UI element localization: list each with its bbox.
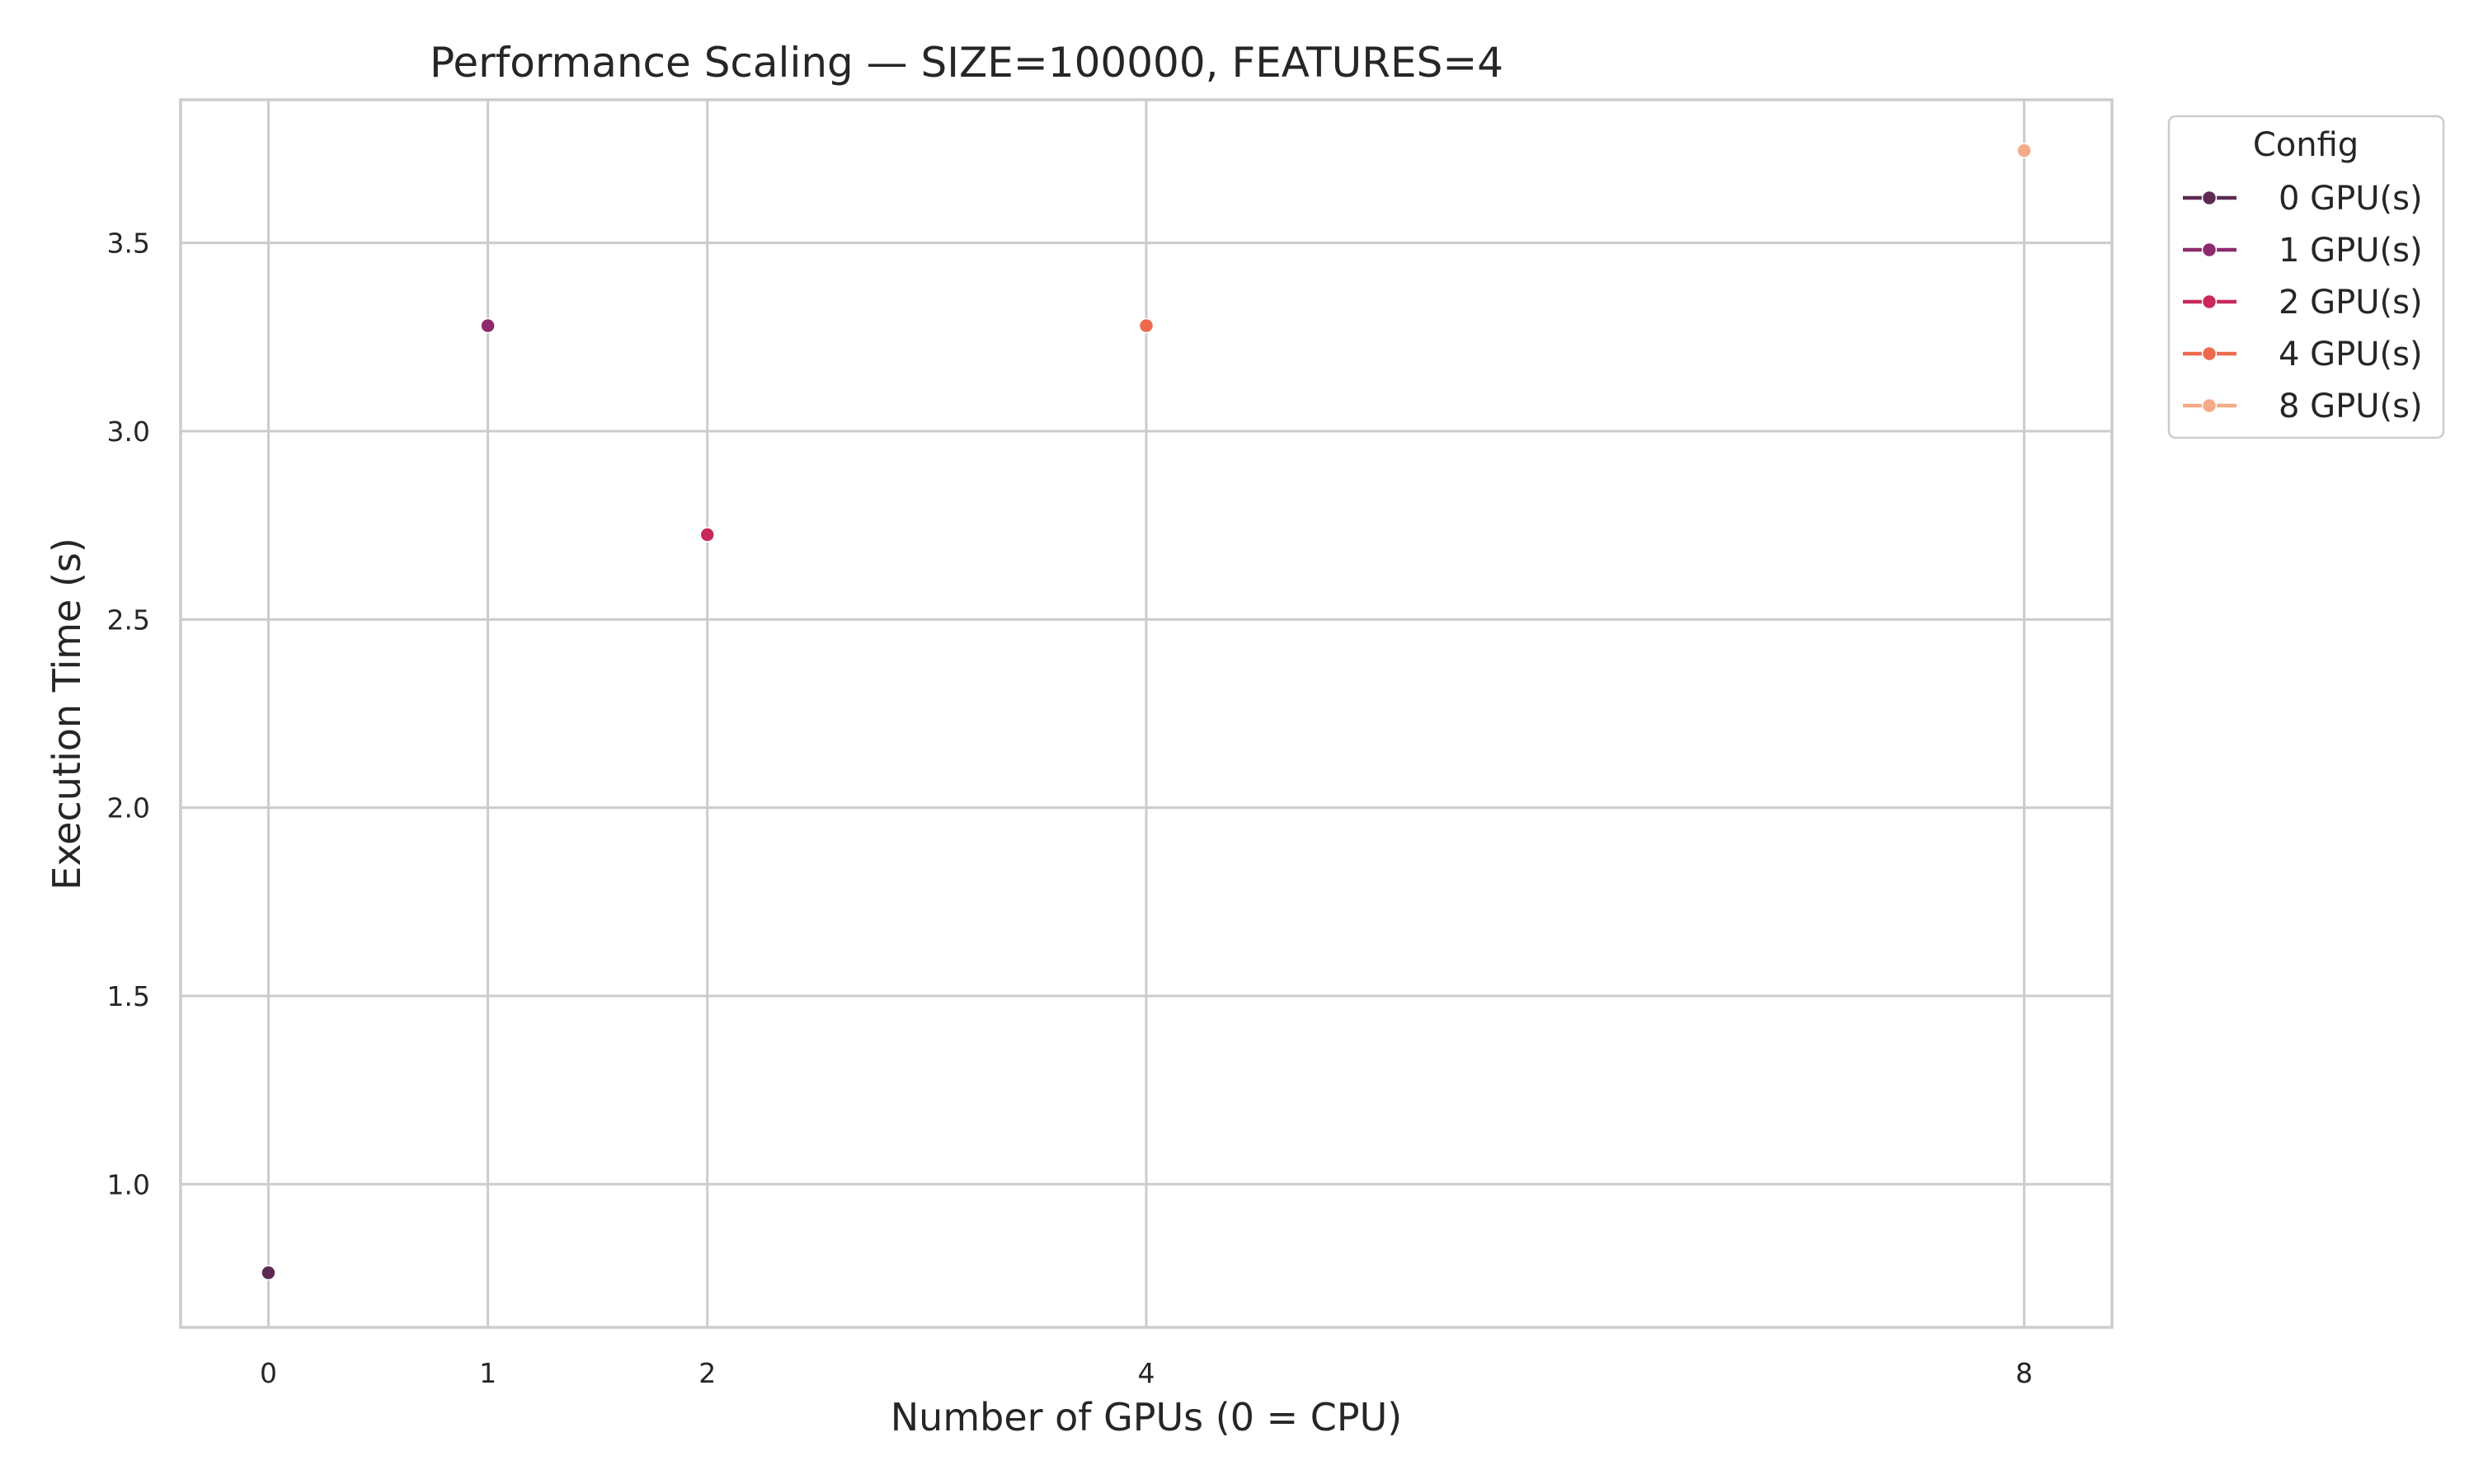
data-point (699, 527, 715, 542)
x-tick-label: 4 (1138, 1357, 1155, 1389)
y-axis-ticks: 1.0 1.5 2.0 2.5 3.0 3.5 (107, 228, 150, 1201)
legend-marker (2201, 397, 2218, 414)
y-tick-label: 3.5 (107, 228, 150, 260)
legend-item: 1 GPU(s) (2183, 232, 2423, 270)
x-tick-label: 8 (2015, 1357, 2033, 1389)
x-tick-label: 2 (698, 1357, 716, 1389)
legend: Config 0 GPU(s) 1 GPU(s) 2 GPU(s) 4 GPU(s) 8… (2167, 115, 2445, 439)
x-axis-label: Number of GPUs (0 = CPU) (891, 1395, 1402, 1439)
y-tick-label: 1.5 (107, 980, 150, 1012)
legend-items: 0 GPU(s) 1 GPU(s) 2 GPU(s) 4 GPU(s) 8 GPU(s) (2183, 180, 2423, 425)
legend-item: 0 GPU(s) (2183, 180, 2423, 218)
data-point (1138, 317, 1155, 334)
legend-marker (2201, 294, 2218, 310)
chart-title: Performance Scaling — SIZE=100000, FEATU… (430, 39, 1503, 87)
legend-marker (2201, 345, 2218, 362)
legend-frame (2167, 115, 2445, 439)
legend-label: 1 GPU(s) (2279, 232, 2423, 270)
legend-marker (2201, 242, 2218, 258)
data-points (261, 143, 2032, 1281)
x-axis-ticks: 0 1 2 4 8 (260, 1357, 2033, 1389)
data-point (2016, 143, 2032, 158)
legend-label: 0 GPU(s) (2279, 180, 2423, 218)
legend-item: 2 GPU(s) (2183, 284, 2423, 322)
plot-area (179, 98, 2114, 1329)
legend-label: 4 GPU(s) (2279, 336, 2423, 373)
x-tick-label: 1 (479, 1357, 496, 1389)
y-tick-label: 2.5 (107, 603, 150, 636)
legend-item: 8 GPU(s) (2183, 387, 2423, 425)
y-tick-label: 1.0 (107, 1168, 150, 1200)
y-tick-label: 3.0 (107, 416, 150, 448)
y-axis-label: Execution Time (s) (45, 538, 89, 890)
legend-title: Config (2253, 126, 2359, 164)
data-point (480, 317, 496, 334)
x-tick-label: 0 (260, 1357, 277, 1389)
legend-marker (2201, 190, 2218, 206)
legend-label: 2 GPU(s) (2279, 284, 2423, 322)
data-point (261, 1265, 276, 1281)
y-tick-label: 2.0 (107, 792, 150, 824)
legend-label: 8 GPU(s) (2279, 387, 2423, 425)
grid (181, 100, 2112, 1327)
legend-item: 4 GPU(s) (2183, 336, 2423, 373)
